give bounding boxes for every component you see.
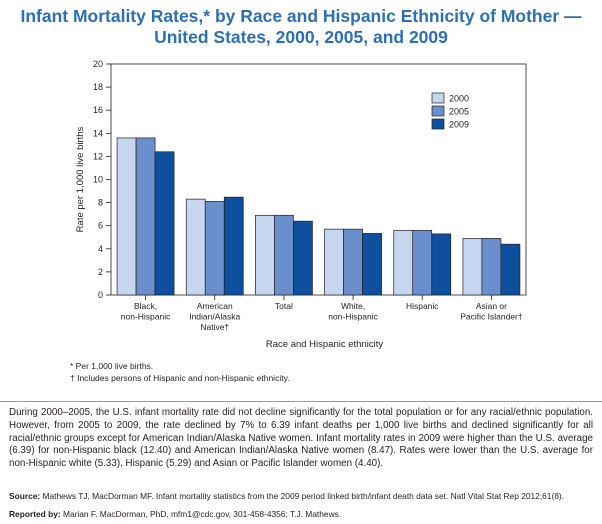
x-tick-label: White, non-Hispanic bbox=[328, 301, 378, 322]
source-line: Source: Mathews TJ, MacDorman MF. Infant… bbox=[9, 491, 599, 502]
legend-swatch-2005 bbox=[431, 105, 445, 117]
legend-label-2000: 2000 bbox=[449, 94, 469, 104]
y-tick-label: 20 bbox=[93, 59, 103, 69]
y-tick-label: 10 bbox=[93, 175, 103, 185]
x-tick-label: American Indian/Alaska Native† bbox=[189, 301, 240, 332]
bar-2009 bbox=[223, 196, 244, 296]
chart-title: Infant Mortality Rates,* by Race and His… bbox=[0, 6, 602, 48]
y-tick-label: 4 bbox=[98, 244, 103, 254]
bar-2005 bbox=[204, 201, 225, 296]
bar-2005 bbox=[343, 228, 363, 296]
summary-paragraph: During 2000–2005, the U.S. infant mortal… bbox=[9, 407, 593, 470]
reported-by-line: Reported by: Marian F. MacDorman, PhD, m… bbox=[9, 509, 599, 520]
y-tick-label: 16 bbox=[93, 105, 103, 115]
bar-2009 bbox=[154, 151, 175, 296]
bar-2005 bbox=[481, 238, 502, 296]
bar-2005 bbox=[412, 229, 433, 296]
bar-2005 bbox=[135, 137, 156, 296]
section-divider bbox=[0, 401, 602, 402]
reported-text: Marian F. MacDorman, PhD, mfm1@cdc.gov, … bbox=[60, 509, 342, 519]
legend-swatch-2009 bbox=[431, 118, 445, 130]
x-tick-label: Total bbox=[275, 301, 293, 311]
bar-2009 bbox=[362, 233, 382, 296]
legend-label-2005: 2005 bbox=[449, 107, 469, 117]
y-tick-label: 2 bbox=[98, 267, 103, 277]
bar-2000 bbox=[393, 229, 414, 296]
bar-2009 bbox=[431, 233, 452, 296]
footnote-dagger: † Includes persons of Hispanic and non-H… bbox=[70, 373, 290, 383]
source-label: Source: bbox=[9, 491, 41, 501]
bar-2009 bbox=[500, 243, 521, 296]
bar-2000 bbox=[185, 198, 206, 296]
bar-2000 bbox=[324, 228, 344, 296]
legend-label-2009: 2009 bbox=[449, 120, 469, 130]
y-axis-label: Rate per 1,000 live births bbox=[75, 126, 86, 232]
x-tick-label: Black, non-Hispanic bbox=[121, 301, 171, 322]
bar-2009 bbox=[293, 220, 313, 296]
footnotes: * Per 1,000 live births. † Includes pers… bbox=[70, 360, 290, 384]
y-tick-label: 14 bbox=[93, 128, 103, 138]
reported-label: Reported by: bbox=[9, 509, 61, 519]
x-tick-label: Hispanic bbox=[406, 301, 439, 311]
source-text: Mathews TJ, MacDorman MF. Infant mortali… bbox=[40, 491, 565, 501]
footnote-star: * Per 1,000 live births. bbox=[70, 361, 154, 371]
legend-swatch-2000 bbox=[431, 92, 445, 104]
y-tick-label: 8 bbox=[98, 198, 103, 208]
y-tick-label: 12 bbox=[93, 151, 103, 161]
chart-title-line-2: United States, 2000, 2005, and 2009 bbox=[154, 27, 448, 47]
bar-2000 bbox=[462, 238, 483, 296]
bar-chart: 0 2 4 6 8 10 12 14 16 18 20 Rate per 1,000 live bir… bbox=[75, 59, 527, 350]
y-tick-label: 0 bbox=[98, 290, 103, 300]
chart-title-line-1: Infant Mortality Rates,* by Race and His… bbox=[20, 6, 582, 26]
bar-2000 bbox=[116, 137, 137, 296]
y-tick-label: 18 bbox=[93, 82, 103, 92]
x-axis-label: Race and Hispanic ethnicity bbox=[266, 339, 383, 350]
bar-2000 bbox=[255, 214, 275, 296]
x-tick-label: Asian or Pacific Islander† bbox=[460, 301, 523, 322]
y-tick-label: 6 bbox=[98, 221, 103, 231]
bar-2005 bbox=[274, 214, 294, 296]
